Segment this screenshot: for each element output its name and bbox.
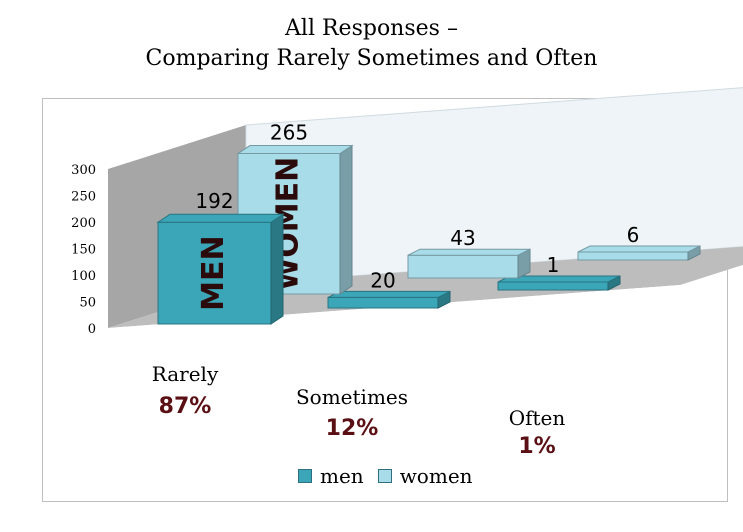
bar-men-text: MEN bbox=[196, 235, 231, 310]
legend-item-men: men bbox=[298, 464, 364, 488]
y-tick-label: 50 bbox=[79, 296, 96, 311]
data-label-women-rarely: 265 bbox=[270, 121, 308, 145]
data-label-men-rarely: 192 bbox=[195, 189, 233, 213]
category-label-sometimes: Sometimes bbox=[295, 385, 409, 409]
data-label-women-sometimes: 43 bbox=[450, 226, 475, 250]
legend-label-women: women bbox=[399, 464, 473, 488]
data-label-men-sometimes: 20 bbox=[370, 268, 395, 292]
category-label-rarely: Rarely bbox=[151, 362, 219, 386]
y-tick-label: 200 bbox=[71, 216, 96, 231]
bar-women-sometimes-front bbox=[407, 254, 519, 279]
legend-swatch-women bbox=[377, 469, 392, 483]
chart-title-line-1: All Responses – bbox=[285, 16, 458, 41]
y-tick-label: 100 bbox=[71, 269, 96, 284]
bar-men-rarely-side bbox=[270, 213, 284, 325]
legend: men women bbox=[298, 462, 473, 490]
data-label-women-often: 6 bbox=[627, 223, 640, 247]
bar-women-often-top bbox=[577, 245, 701, 253]
category-percent-often: 1% bbox=[518, 434, 556, 459]
bar-women-rarely-top bbox=[236, 145, 354, 155]
bar-women-sometimes-top bbox=[407, 248, 531, 256]
legend-label-men: men bbox=[320, 464, 364, 488]
chart-frame bbox=[42, 98, 728, 502]
category-label-often: Often bbox=[508, 406, 566, 430]
y-tick-label: 300 bbox=[71, 163, 96, 178]
chart-title-line-2: Comparing Rarely Sometimes and Often bbox=[145, 46, 598, 71]
y-tick-label: 0 bbox=[88, 322, 96, 337]
legend-swatch-men bbox=[298, 469, 312, 483]
y-tick-label: 150 bbox=[71, 243, 96, 258]
chart-title: All Responses – Comparing Rarely Sometim… bbox=[0, 14, 743, 74]
bar-men-often-front bbox=[497, 281, 609, 291]
bar-men-rarely-top bbox=[156, 213, 285, 223]
bar-women-rarely-side bbox=[339, 144, 353, 295]
bar-women-often-front bbox=[577, 251, 689, 261]
category-percent-rarely: 87% bbox=[158, 394, 212, 419]
category-percent-sometimes: 12% bbox=[325, 416, 379, 441]
data-label-men-often: 1 bbox=[547, 253, 560, 277]
legend-item-women: women bbox=[377, 464, 473, 488]
y-tick-label: 250 bbox=[71, 190, 96, 205]
bar-men-sometimes-front bbox=[327, 296, 439, 309]
